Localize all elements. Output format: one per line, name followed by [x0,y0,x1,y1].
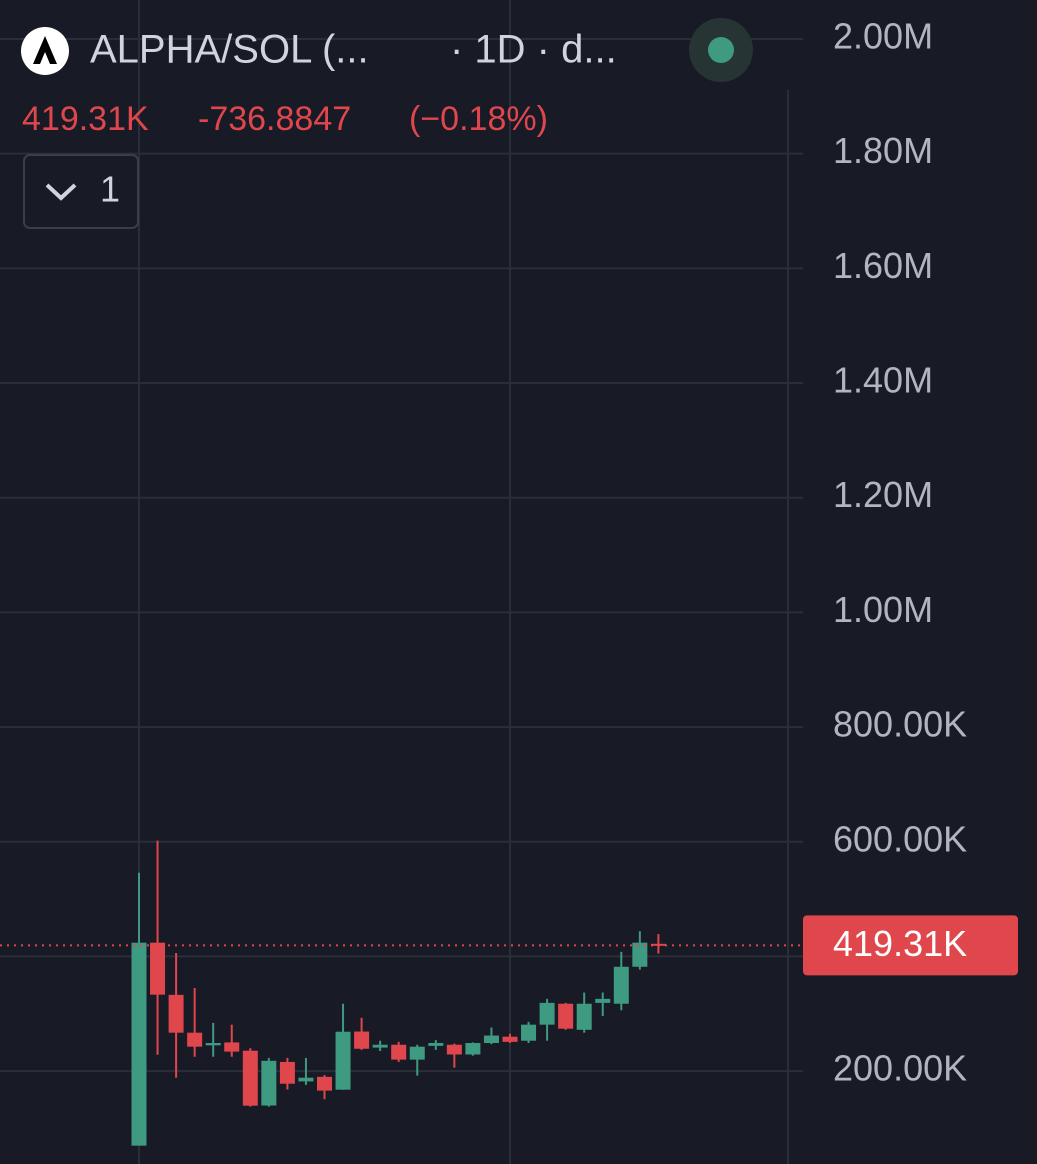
candle-body [168,994,184,1033]
indicator-toggle[interactable] [23,154,139,229]
candle-body [335,1031,351,1090]
y-axis: 200.00K400.00K600.00K800.00K1.00M1.20M1.… [803,16,1018,1089]
candle-body [483,1035,499,1044]
candle-body [261,1060,277,1106]
candle-body [242,1050,258,1106]
candle-body [391,1044,407,1060]
candle-body [131,942,147,1146]
indicator-count[interactable]: 1 [100,169,120,210]
candle-body [279,1061,295,1084]
interval[interactable]: · 1D · d... [450,28,617,72]
candle-body [428,1043,444,1046]
candle-body [205,1043,221,1046]
candle-body [409,1046,425,1060]
candle-body [465,1043,481,1055]
last-price: 419.31K [22,100,149,138]
candle-body [595,998,611,1003]
candle-body [558,1003,574,1029]
candle-body [354,1031,370,1049]
candle-body [576,1003,592,1030]
candle-body [317,1076,332,1091]
candle-body [224,1042,240,1052]
symbol-title[interactable]: ALPHA/SOL (... [90,28,369,72]
y-tick-label: 1.40M [833,360,933,401]
chevron-icon [45,183,77,201]
plot [0,840,803,1146]
y-tick-label: 1.00M [833,589,933,630]
candle-body [632,942,648,967]
y-tick-label: 200.00K [833,1048,967,1089]
grid [0,0,803,1164]
price-change: -736.8847 [198,100,351,138]
y-tick-label: 1.20M [833,474,933,515]
candle-body [613,966,629,1004]
candle-body [539,1002,555,1025]
candle-body [446,1044,462,1055]
y-tick-label: 2.00M [833,16,933,57]
price-change-percent: (−0.18%) [409,100,548,138]
y-tick-label: 600.00K [833,818,967,859]
candle-body [298,1077,314,1082]
candle-body [521,1024,537,1041]
logo-mark [33,36,57,64]
candle-body [502,1036,518,1042]
y-tick-label: 1.60M [833,245,933,286]
status-dot [708,37,734,63]
last-price-tag [803,915,1018,976]
last-price-tag-label: 419.31K [833,923,967,964]
candle-body [150,942,166,995]
candle-body [372,1044,388,1048]
candle-body [187,1032,203,1047]
y-tick-label: 1.80M [833,130,933,171]
y-tick-label: 800.00K [833,704,967,745]
